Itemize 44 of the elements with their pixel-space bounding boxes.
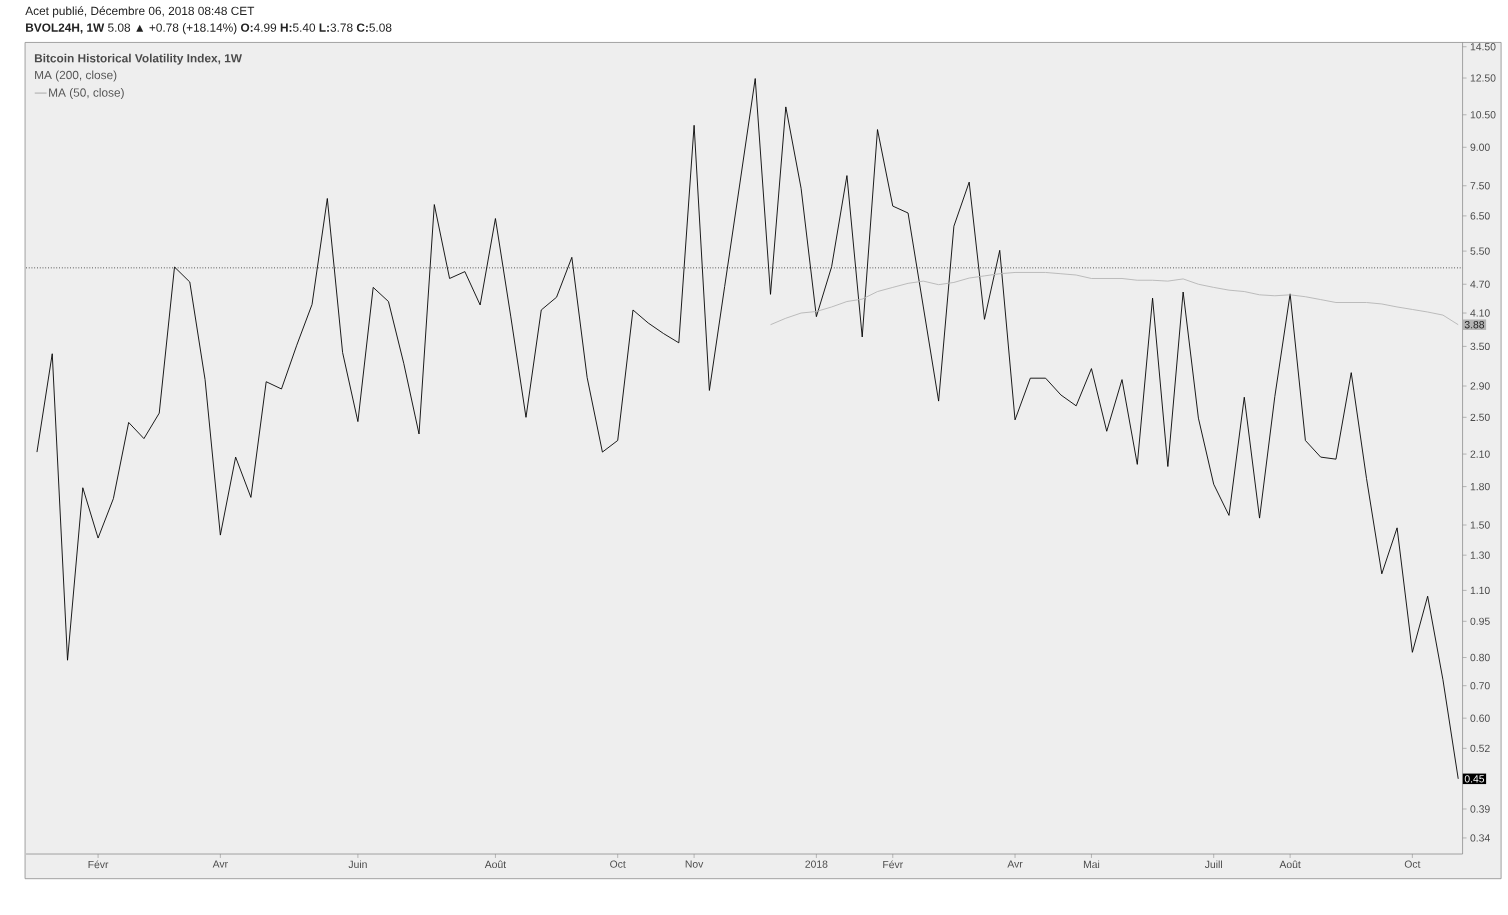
x-tick-label: Févr xyxy=(88,860,109,869)
y-tick-label: 5.50 xyxy=(1470,247,1490,255)
x-tick-label: Juin xyxy=(348,860,367,868)
text: BVOL24H, 1W 5.08 ▲ +0.78 (+18.14%) O:4.99 H:5.40 L:3.78 C:5.08 xyxy=(26,22,392,35)
x-tick-label: Août xyxy=(1279,860,1301,868)
y-tick-label: 7.50 xyxy=(1470,181,1490,190)
y-tick-label: 9.00 xyxy=(1470,143,1490,151)
y-tick-label: 0.80 xyxy=(1470,653,1490,662)
x-tick-label: Févr xyxy=(883,860,903,869)
y-tick-label: 1.80 xyxy=(1470,482,1490,491)
x-tick-label: 2018 xyxy=(805,860,828,868)
x-tick-label: Août xyxy=(484,860,507,868)
y-tick-label: 14.50 xyxy=(1470,42,1496,51)
y-tick-label: 12.50 xyxy=(1470,74,1496,82)
y-tick-label: 1.50 xyxy=(1470,521,1490,529)
y-tick-label: 0.34 xyxy=(1470,834,1490,842)
y-tick-label: 0.52 xyxy=(1470,744,1490,752)
y-tick-label: 1.30 xyxy=(1470,551,1490,559)
x-tick-label: Avr xyxy=(212,860,228,868)
legend-label: MA (50, close) xyxy=(49,87,124,99)
y-tick-label: 0.60 xyxy=(1470,714,1490,722)
y-tick-label: 6.50 xyxy=(1470,212,1490,220)
text: Acet publié, Décembre 06, 2018 08:48 CET xyxy=(25,6,255,18)
y-tick-label: 0.39 xyxy=(1470,805,1490,813)
annotation: MA (200, close) xyxy=(35,70,117,82)
data-label: 0.45 xyxy=(1464,775,1485,783)
x-tick-label: Juill xyxy=(1204,860,1222,868)
x-tick-label: Oct xyxy=(1404,860,1421,868)
y-tick-label: 1.10 xyxy=(1470,586,1490,594)
y-tick-label: 4.10 xyxy=(1470,309,1490,317)
x-tick-label: Oct xyxy=(610,860,626,868)
y-tick-label: 2.90 xyxy=(1470,382,1490,390)
y-tick-label: 2.50 xyxy=(1470,413,1490,421)
y-tick-label: 2.10 xyxy=(1470,450,1490,458)
data-label: 3.88 xyxy=(1464,320,1485,329)
x-tick-label: Avr xyxy=(1007,860,1023,868)
x-tick-label: Nov xyxy=(685,860,704,868)
y-tick-label: 10.50 xyxy=(1470,111,1496,119)
y-tick-label: 4.70 xyxy=(1470,280,1490,288)
y-tick-label: 3.50 xyxy=(1470,342,1490,350)
x-tick-label: Mai xyxy=(1083,860,1100,868)
text: Bitcoin Historical Volatility Index, 1W xyxy=(34,53,242,65)
y-tick-label: 0.95 xyxy=(1470,617,1490,625)
y-tick-label: 0.70 xyxy=(1470,681,1490,690)
